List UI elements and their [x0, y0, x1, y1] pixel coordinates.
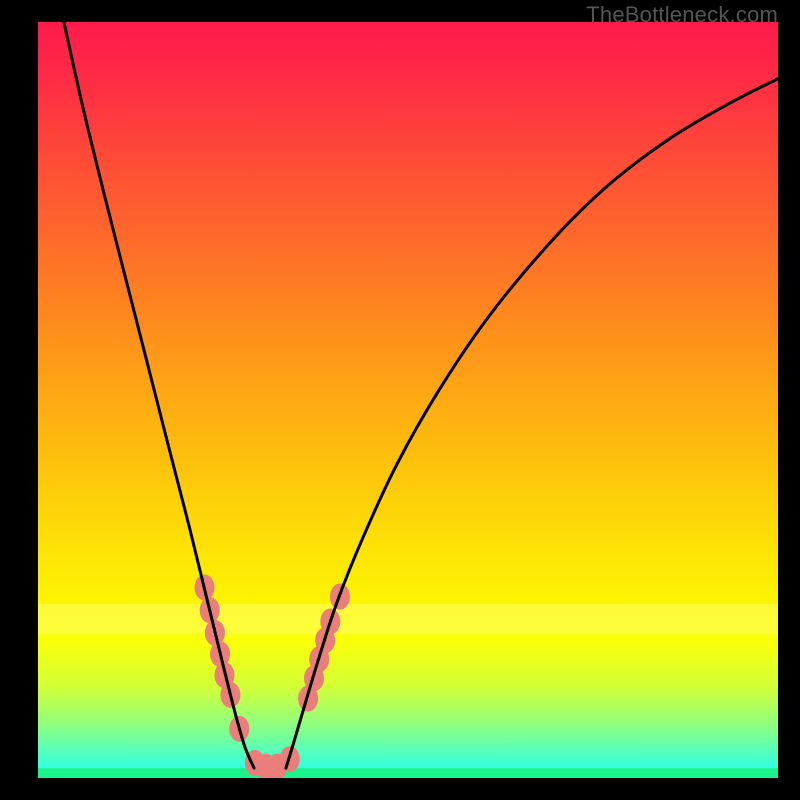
plot-svg: [38, 22, 778, 778]
chart-frame: TheBottleneck.com: [0, 0, 800, 800]
plot-area: [38, 22, 778, 778]
yellow-band: [38, 604, 778, 634]
gradient-background: [38, 22, 778, 778]
bottom-green-strip: [38, 768, 778, 778]
